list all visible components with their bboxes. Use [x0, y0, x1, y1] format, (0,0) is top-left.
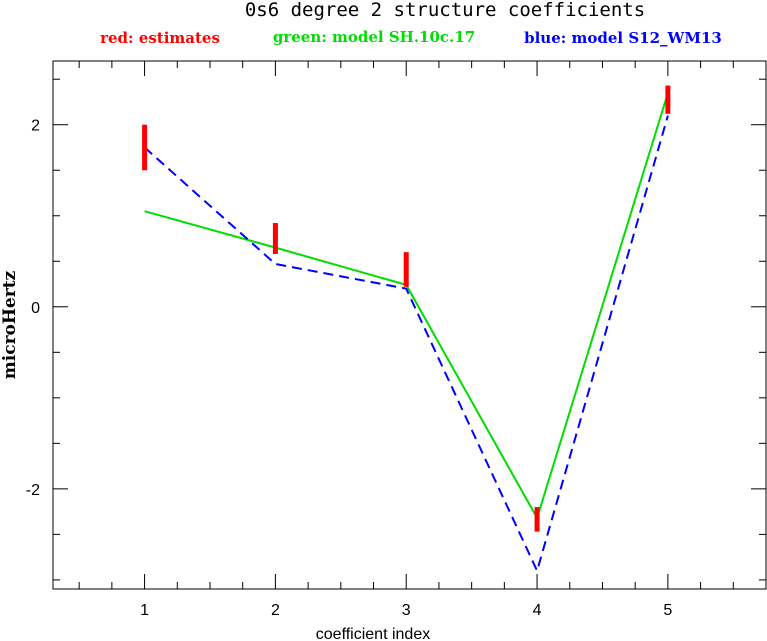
- plot-frame: [52, 60, 767, 590]
- x-tick-label: 1: [140, 602, 149, 619]
- x-tick-label: 4: [533, 602, 542, 619]
- y-tick-label: -2: [26, 482, 40, 499]
- chart-marks: [142, 85, 671, 574]
- chart-title: 0s6 degree 2 structure coefficients: [245, 0, 645, 21]
- x-tick-label: 5: [663, 602, 672, 619]
- x-tick-label: 3: [402, 602, 411, 619]
- axes: 1 2 3 4 5 -2 0 2: [26, 61, 767, 619]
- x-axis-label: coefficient index: [316, 626, 430, 641]
- series-line-s12wm13: [143, 115, 669, 574]
- y-axis-label: microHertz: [0, 270, 20, 379]
- legend-estimates: red: estimates: [100, 29, 220, 47]
- legend-model-sh10c17: green: model SH.10c.17: [273, 28, 475, 46]
- y-tick-label: 2: [31, 118, 40, 135]
- x-tick-label: 2: [271, 602, 280, 619]
- series-line-sh10c17: [144, 92, 669, 521]
- legend-model-s12wm13: blue: model S12_WM13: [524, 29, 722, 47]
- y-tick-label: 0: [31, 300, 40, 317]
